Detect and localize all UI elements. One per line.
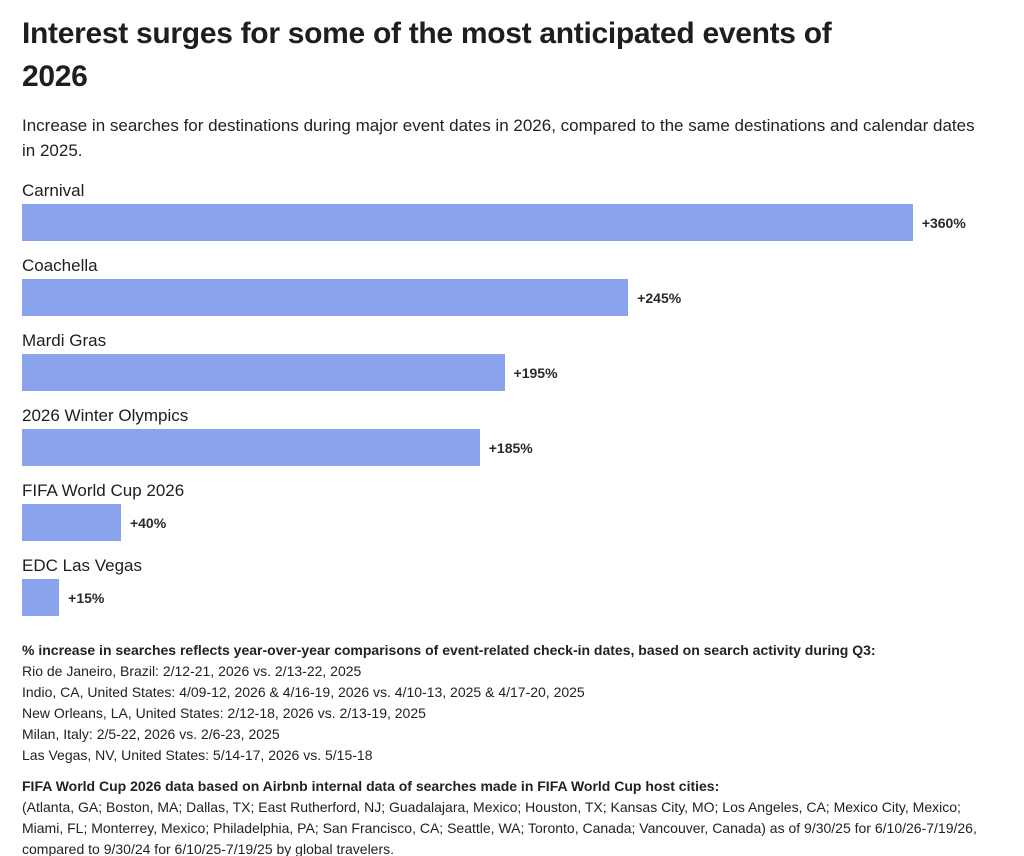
footnote-line-indio: Indio, CA, United States: 4/09-12, 2026 …	[22, 684, 585, 700]
category-label: Mardi Gras	[22, 331, 107, 350]
category-label: FIFA World Cup 2026	[22, 481, 185, 500]
category-label: Coachella	[22, 256, 98, 275]
bar-fifa-world-cup	[22, 504, 121, 541]
bar-carnival	[22, 204, 913, 241]
bar-row-mardi-gras: Mardi Gras +195%	[22, 331, 1002, 391]
bar-row-winter-olympics: 2026 Winter Olympics +185%	[22, 406, 1002, 466]
footnote-fifa-body: (Atlanta, GA; Boston, MA; Dallas, TX; Ea…	[22, 799, 977, 856]
footnote-line-new-orleans: New Orleans, LA, United States: 2/12-18,…	[22, 705, 426, 721]
bar-row-carnival: Carnival +360%	[22, 181, 1002, 241]
footnote-methodology-heading: % increase in searches reflects year-ove…	[22, 642, 876, 658]
bar-row-fifa-world-cup: FIFA World Cup 2026 +40%	[22, 481, 1002, 541]
footnote-line-las-vegas: Las Vegas, NV, United States: 5/14-17, 2…	[22, 747, 373, 763]
category-label: 2026 Winter Olympics	[22, 406, 189, 425]
bar-row-coachella: Coachella +245%	[22, 256, 1002, 316]
bar-row-edc-las-vegas: EDC Las Vegas +15%	[22, 556, 1002, 616]
page-title-line-2: 2026	[22, 60, 88, 93]
footnote-fifa-heading: FIFA World Cup 2026 data based on Airbnb…	[22, 778, 720, 794]
bar-value-label: +185%	[488, 439, 533, 456]
page-title-line-1: Interest surges for some of the most ant…	[22, 17, 832, 50]
bar-value-label: +360%	[921, 214, 966, 231]
bar-edc-las-vegas	[22, 579, 60, 616]
footnote-line-rio: Rio de Janeiro, Brazil: 2/12-21, 2026 vs…	[22, 663, 362, 679]
category-label: EDC Las Vegas	[22, 556, 143, 575]
bar-value-label: +195%	[513, 364, 558, 381]
footnote-methodology: % increase in searches reflects year-ove…	[22, 640, 1002, 766]
bar-mardi-gras	[22, 354, 505, 391]
footnote-fifa: FIFA World Cup 2026 data based on Airbnb…	[22, 776, 1002, 856]
bar-value-label: +245%	[637, 289, 682, 306]
bar-winter-olympics	[22, 429, 480, 466]
footnotes: % increase in searches reflects year-ove…	[22, 640, 1002, 856]
chart-subtitle: Increase in searches for destinations du…	[22, 116, 975, 160]
footnote-line-milan: Milan, Italy: 2/5-22, 2026 vs. 2/6-23, 2…	[22, 726, 280, 742]
bar-chart: Carnival +360% Coachella +245% Mardi Gra…	[22, 181, 1002, 616]
bar-value-label: +15%	[68, 589, 105, 606]
bar-coachella	[22, 279, 629, 316]
bar-value-label: +40%	[129, 514, 167, 531]
category-label: Carnival	[22, 181, 85, 200]
page-title: Interest surges for some of the most ant…	[22, 12, 1002, 98]
